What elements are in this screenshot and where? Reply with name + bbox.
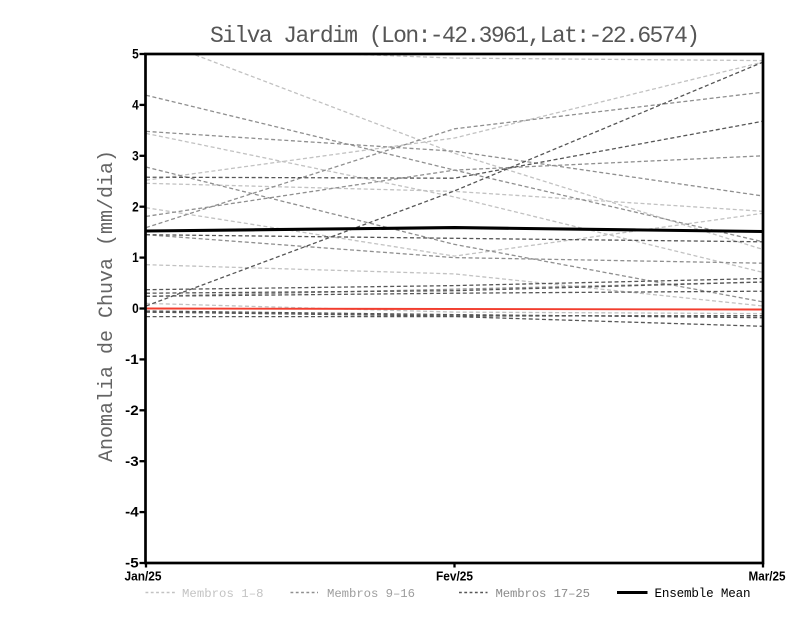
- svg-text:-5: -5: [125, 556, 139, 571]
- svg-text:Silva Jardim (Lon:-42.3961,Lat: Silva Jardim (Lon:-42.3961,Lat:-22.6574): [210, 23, 700, 49]
- svg-text:Membros 1–8: Membros 1–8: [182, 587, 264, 601]
- svg-text:-3: -3: [125, 454, 139, 469]
- svg-text:2: 2: [132, 199, 139, 214]
- svg-text:Fev/25: Fev/25: [436, 569, 473, 584]
- svg-text:Jan/25: Jan/25: [125, 569, 162, 584]
- svg-text:-1: -1: [125, 352, 139, 367]
- svg-text:1: 1: [132, 250, 139, 265]
- svg-text:Mar/25: Mar/25: [749, 569, 786, 584]
- svg-text:Membros 9–16: Membros 9–16: [327, 587, 415, 601]
- svg-text:Ensemble Mean: Ensemble Mean: [655, 587, 751, 601]
- svg-text:4: 4: [132, 98, 139, 113]
- svg-text:0: 0: [132, 301, 139, 316]
- svg-text:Anomalia de Chuva (mm/dia): Anomalia de Chuva (mm/dia): [96, 150, 119, 462]
- svg-text:-2: -2: [125, 403, 139, 418]
- svg-text:Membros 17–25: Membros 17–25: [496, 587, 591, 601]
- svg-text:3: 3: [132, 148, 139, 163]
- svg-text:-4: -4: [125, 505, 139, 520]
- svg-text:5: 5: [132, 47, 139, 62]
